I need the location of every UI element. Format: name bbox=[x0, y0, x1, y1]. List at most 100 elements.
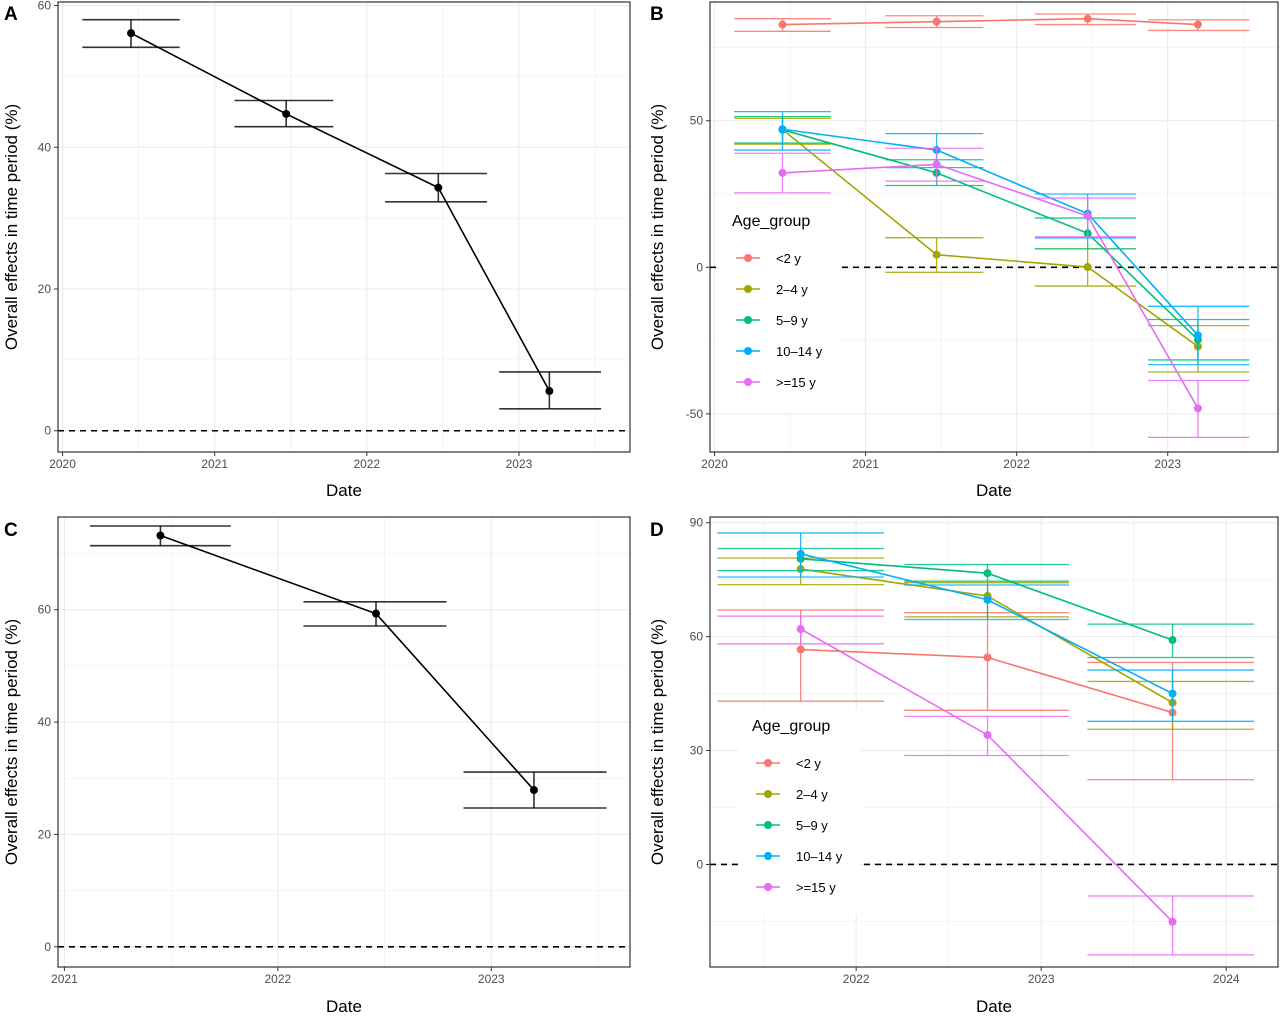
panel-d-legend: Age_group <2 y 2–4 y 5–9 y 10–14 y >=15 y bbox=[738, 709, 860, 915]
series-group-4 bbox=[734, 147, 1250, 438]
data-point bbox=[1083, 263, 1092, 272]
legend-label: 5–9 y bbox=[776, 313, 808, 328]
data-point bbox=[1168, 636, 1177, 645]
x-tick-label: 2023 bbox=[478, 972, 505, 986]
legend-key-point bbox=[744, 316, 752, 324]
y-tick-label: 50 bbox=[690, 114, 704, 128]
y-tick-label: 60 bbox=[38, 0, 52, 13]
legend-title: Age_group bbox=[752, 718, 830, 735]
data-point bbox=[545, 387, 554, 396]
series-line bbox=[130, 32, 551, 392]
series-group-0 bbox=[734, 13, 1250, 32]
legend-label: >=15 y bbox=[776, 375, 816, 390]
series-group-3 bbox=[734, 110, 1250, 366]
panel-b-plot: 2020 2021 2022 2023 -50 0 50 Age_group <2 y 2–4 y… bbox=[648, 1, 1279, 500]
data-point bbox=[127, 29, 136, 38]
legend-label: 2–4 y bbox=[776, 282, 808, 297]
y-axis-title: Overall effects in time period (%) bbox=[2, 104, 21, 350]
data-point bbox=[156, 531, 165, 540]
legend-title: Age_group bbox=[732, 213, 810, 230]
x-tick-label: 2022 bbox=[1003, 457, 1030, 471]
legend-key-point bbox=[764, 821, 772, 829]
x-tick-label: 2021 bbox=[51, 972, 78, 986]
data-point bbox=[282, 109, 291, 118]
data-point bbox=[932, 250, 941, 259]
legend-label: 5–9 y bbox=[796, 818, 828, 833]
y-tick-label: 0 bbox=[696, 260, 703, 274]
x-axis-title: Date bbox=[326, 997, 362, 1016]
legend-key-point bbox=[744, 347, 752, 355]
data-point bbox=[372, 609, 381, 618]
series-overall bbox=[82, 18, 602, 410]
legend-label: 10–14 y bbox=[776, 344, 823, 359]
panel-a-minor-grid bbox=[58, 2, 630, 452]
chart-panel-d: D 2022 2023 2024 0 30 60 90 Age_group <2 y 2–4 y 5… bbox=[648, 516, 1279, 1016]
data-point bbox=[932, 17, 941, 26]
data-point bbox=[1168, 917, 1177, 926]
data-point bbox=[932, 160, 941, 169]
data-point bbox=[983, 730, 992, 739]
panel-border bbox=[709, 516, 1279, 968]
legend-background bbox=[718, 204, 840, 410]
y-tick-label: 20 bbox=[38, 827, 52, 841]
series-line bbox=[782, 163, 1199, 409]
x-tick-label: 2023 bbox=[1154, 457, 1181, 471]
y-tick-label: 30 bbox=[690, 744, 704, 758]
data-point bbox=[778, 168, 787, 177]
y-tick-label: 20 bbox=[38, 282, 52, 296]
x-tick-label: 2022 bbox=[264, 972, 291, 986]
legend-key-point bbox=[744, 254, 752, 262]
x-tick-label: 2021 bbox=[201, 457, 228, 471]
x-tick-label: 2022 bbox=[353, 457, 380, 471]
panel-d-tag: D bbox=[650, 520, 664, 541]
series-line bbox=[782, 17, 1198, 26]
chart-panel-b: B 2020 2021 2022 2023 -50 0 50 Age_group <2 y 2–4… bbox=[648, 1, 1279, 500]
series-line bbox=[782, 128, 1199, 348]
x-tick-label: 2020 bbox=[49, 457, 76, 471]
x-tick-label: 2023 bbox=[506, 457, 533, 471]
x-axis-title: Date bbox=[326, 481, 362, 500]
legend-label: 10–14 y bbox=[796, 849, 843, 864]
legend-key-point bbox=[764, 790, 772, 798]
x-tick-label: 2020 bbox=[701, 457, 728, 471]
data-point bbox=[796, 645, 805, 654]
data-point bbox=[434, 183, 443, 192]
series-group-1 bbox=[734, 117, 1250, 373]
y-tick-label: 90 bbox=[690, 516, 704, 530]
legend-label: <2 y bbox=[796, 756, 821, 771]
panel-b-legend: Age_group <2 y 2–4 y 5–9 y 10–14 y >=15 y bbox=[718, 204, 840, 410]
panel-border bbox=[57, 1, 631, 453]
legend-key-point bbox=[764, 759, 772, 767]
y-tick-label: 0 bbox=[44, 940, 51, 954]
panel-a-major-grid: 2020 2021 2022 2023 0 20 40 60 bbox=[38, 0, 630, 471]
panel-a-tag: A bbox=[4, 4, 18, 25]
y-tick-label: 0 bbox=[696, 857, 703, 871]
panel-b-tag: B bbox=[650, 4, 664, 25]
series-line bbox=[782, 129, 1199, 341]
data-point bbox=[1193, 20, 1202, 29]
legend-label: <2 y bbox=[776, 251, 801, 266]
y-tick-label: 40 bbox=[38, 140, 52, 154]
data-point bbox=[983, 569, 992, 578]
legend-key-point bbox=[764, 852, 772, 860]
x-tick-label: 2022 bbox=[843, 972, 870, 986]
legend-key-point bbox=[764, 883, 772, 891]
y-tick-label: -50 bbox=[686, 407, 704, 421]
x-tick-label: 2021 bbox=[852, 457, 879, 471]
data-point bbox=[1193, 404, 1202, 413]
data-point bbox=[1083, 212, 1092, 221]
legend-key-point bbox=[744, 378, 752, 386]
x-tick-label: 2024 bbox=[1213, 972, 1240, 986]
y-tick-label: 0 bbox=[44, 424, 51, 438]
data-point bbox=[1168, 689, 1177, 698]
y-axis-title: Overall effects in time period (%) bbox=[2, 619, 21, 865]
x-axis-title: Date bbox=[976, 997, 1012, 1016]
legend-key-point bbox=[744, 285, 752, 293]
data-point bbox=[796, 549, 805, 558]
data-point bbox=[983, 653, 992, 662]
panel-c-minor-grid bbox=[58, 517, 630, 967]
legend-label: >=15 y bbox=[796, 880, 836, 895]
data-point bbox=[529, 786, 538, 795]
panel-c-tag: C bbox=[4, 520, 18, 541]
data-point bbox=[778, 125, 787, 134]
